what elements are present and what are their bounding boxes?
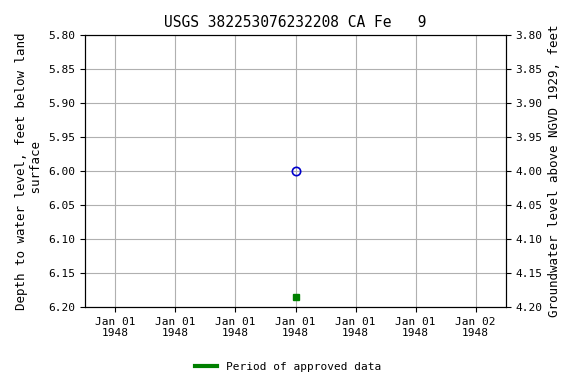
Y-axis label: Depth to water level, feet below land
 surface: Depth to water level, feet below land su… xyxy=(15,32,43,310)
Title: USGS 382253076232208 CA Fe   9: USGS 382253076232208 CA Fe 9 xyxy=(164,15,427,30)
Legend: Period of approved data: Period of approved data xyxy=(191,358,385,377)
Y-axis label: Groundwater level above NGVD 1929, feet: Groundwater level above NGVD 1929, feet xyxy=(548,25,561,318)
